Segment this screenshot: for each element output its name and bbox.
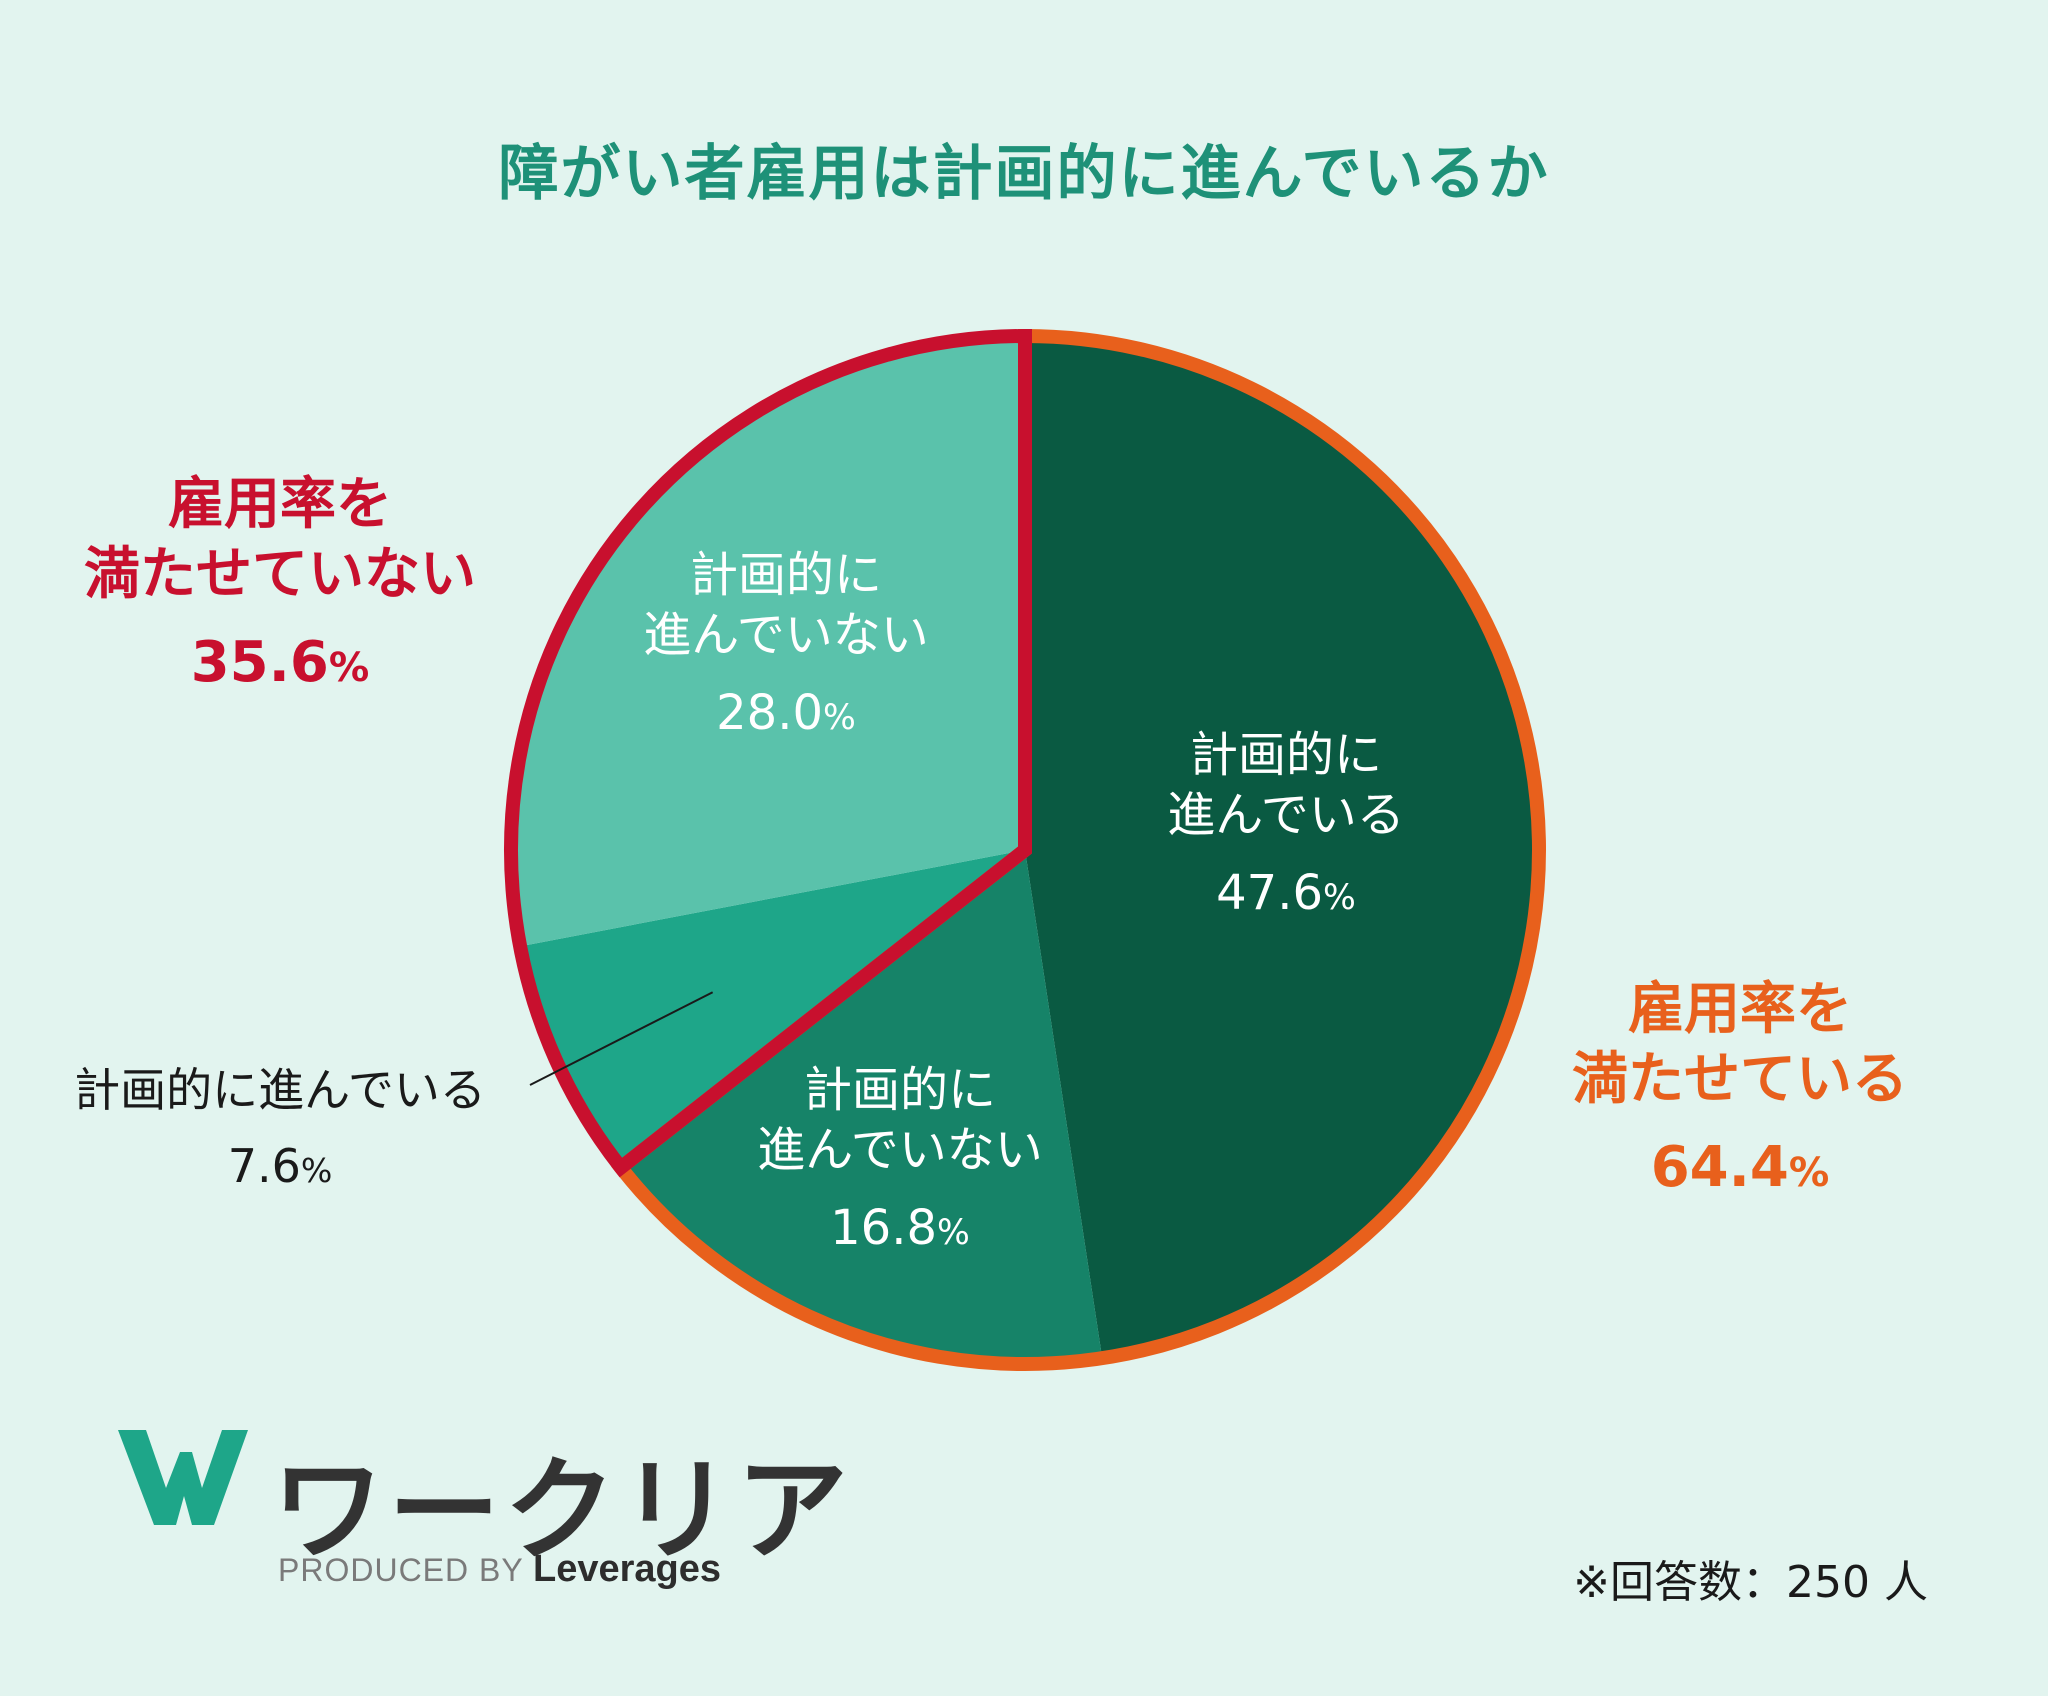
- brand-name: Leverages: [533, 1548, 722, 1590]
- pie-slice-3: [504, 330, 1025, 948]
- group-label-met-line1: 雇用率を: [1628, 977, 1852, 1042]
- group-outline-not-met: [504, 328, 1032, 1178]
- leader-line: [529, 991, 714, 1086]
- group-label-not-met-line1: 雇用率を: [168, 472, 392, 537]
- produced-by: PRODUCED BY Leverages: [278, 1548, 721, 1591]
- chart-title: 障がい者雇用は計画的に進んでいるか: [498, 139, 1550, 209]
- group-label-not-met: 雇用率を 満たせていない 35.6%: [30, 470, 530, 698]
- group-value-not-met: 35.6%: [190, 630, 370, 695]
- group-value-met: 64.4%: [1650, 1135, 1830, 1200]
- slice-label-planned-met: 計画的に 進んでいる 47.6%: [1167, 727, 1405, 921]
- logo-mark-icon: [118, 1430, 248, 1525]
- group-label-met-line2: 満たせている: [1572, 1047, 1908, 1112]
- slice-label-planned-not-met: 計画的に進んでいる 7.6%: [74, 1063, 486, 1193]
- group-label-met: 雇用率を 満たせている 64.4%: [1490, 975, 1990, 1203]
- logo-text: ワークリア: [272, 1446, 852, 1576]
- group-label-not-met-line2: 満たせていない: [84, 542, 476, 607]
- slice-label-unplanned-met: 計画的に 進んでいない 16.8%: [757, 1062, 1043, 1256]
- group-outline-met: [611, 328, 1546, 1371]
- respondent-note: ※回答数：250 人: [1573, 1557, 1928, 1608]
- slice-label-unplanned-not-met: 計画的に 進んでいない 28.0%: [643, 547, 929, 741]
- pie-slice-2: [514, 850, 1025, 1172]
- pie-slice-0: [1025, 330, 1545, 1365]
- produced-by-label: PRODUCED BY: [278, 1552, 524, 1588]
- pie-slice-1: [616, 850, 1104, 1370]
